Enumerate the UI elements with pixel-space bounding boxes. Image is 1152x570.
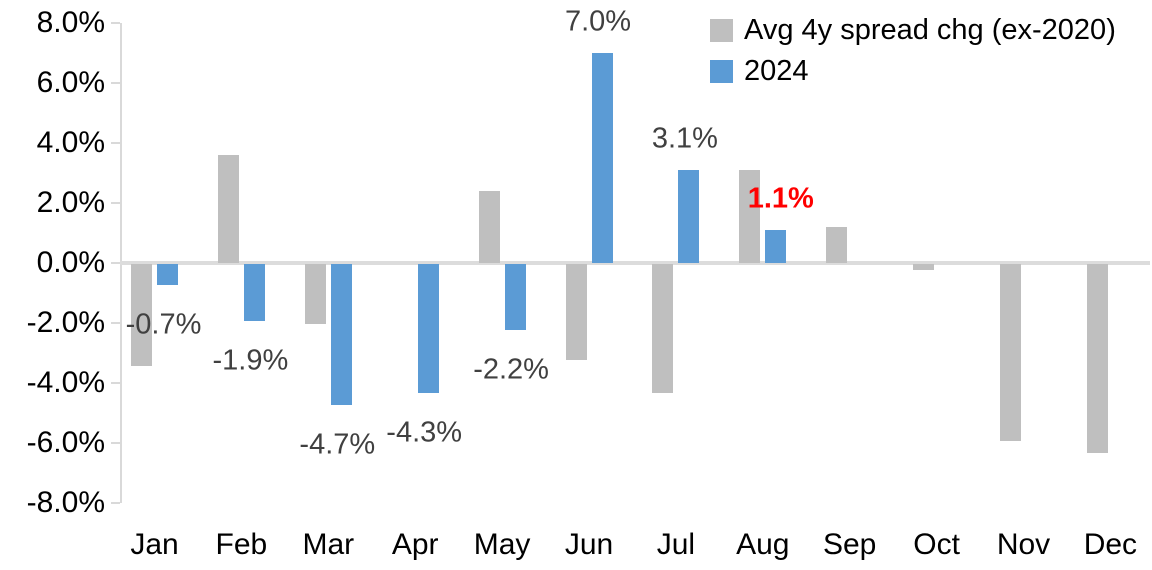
bar-avg-feb bbox=[217, 155, 239, 263]
y-tick-mark bbox=[111, 202, 120, 204]
y-axis-tick-label: 8.0% bbox=[36, 6, 105, 39]
bar-avg-aug bbox=[739, 170, 761, 263]
y-axis-tick-label: 2.0% bbox=[36, 186, 105, 219]
data-label-mar: -4.7% bbox=[299, 428, 376, 461]
x-axis-label-sep: Sep bbox=[822, 528, 877, 561]
y-tick-mark bbox=[111, 502, 120, 504]
bar-2024-jul bbox=[678, 170, 700, 263]
legend-swatch-avg-icon bbox=[710, 18, 733, 42]
legend-item-avg-spread: Avg 4y spread chg (ex-2020) bbox=[710, 14, 1116, 46]
bar-2024-mar bbox=[330, 264, 352, 405]
bar-2024-jan bbox=[157, 264, 178, 285]
y-tick-mark bbox=[111, 442, 120, 444]
y-tick-mark bbox=[111, 82, 120, 84]
y-axis-tick-label: 4.0% bbox=[36, 126, 105, 159]
bar-2024-may bbox=[504, 264, 526, 330]
data-label-aug: 1.1% bbox=[747, 182, 814, 215]
data-label-apr: -4.3% bbox=[386, 416, 463, 449]
data-label-jul: 3.1% bbox=[651, 122, 718, 155]
legend-label-avg-spread: Avg 4y spread chg (ex-2020) bbox=[744, 14, 1116, 46]
x-axis-label-jun: Jun bbox=[564, 528, 614, 561]
y-axis-tick-label: -4.0% bbox=[26, 366, 105, 399]
bar-avg-may bbox=[478, 191, 500, 263]
legend: Avg 4y spread chg (ex-2020) 2024 bbox=[710, 14, 1116, 96]
bar-2024-aug bbox=[765, 230, 787, 263]
bar-2024-feb bbox=[243, 264, 265, 321]
x-axis-label-feb: Feb bbox=[215, 528, 268, 561]
bar-avg-jun bbox=[565, 264, 587, 360]
x-axis-label-jul: Jul bbox=[656, 528, 696, 561]
x-axis-label-aug: Aug bbox=[736, 528, 790, 561]
data-label-may: -2.2% bbox=[473, 353, 549, 386]
bar-avg-mar bbox=[304, 264, 326, 324]
y-axis-tick-label: -2.0% bbox=[26, 306, 105, 339]
data-label-jan: -0.7% bbox=[125, 308, 202, 341]
y-tick-mark bbox=[111, 22, 120, 24]
x-axis-label-mar: Mar bbox=[302, 528, 355, 561]
x-axis-label-apr: Apr bbox=[391, 528, 439, 561]
x-axis-label-oct: Oct bbox=[913, 528, 960, 561]
bar-2024-jun bbox=[591, 53, 613, 263]
bar-avg-nov bbox=[1000, 264, 1021, 441]
legend-swatch-2024-icon bbox=[710, 59, 733, 83]
y-tick-mark bbox=[111, 322, 120, 324]
bar-2024-apr bbox=[417, 264, 439, 393]
legend-item-2024: 2024 bbox=[710, 55, 1116, 87]
legend-label-2024: 2024 bbox=[744, 55, 809, 87]
bar-avg-jul bbox=[652, 264, 674, 393]
y-axis-tick-label: -8.0% bbox=[26, 486, 105, 519]
y-axis-tick-label: -6.0% bbox=[26, 426, 105, 459]
bar-avg-dec bbox=[1086, 264, 1108, 453]
x-axis-label-jan: Jan bbox=[130, 528, 179, 561]
bar-avg-jan bbox=[131, 264, 152, 366]
x-axis-label-dec: Dec bbox=[1083, 528, 1138, 561]
y-tick-mark bbox=[111, 142, 120, 144]
x-axis-label-may: May bbox=[473, 528, 531, 561]
data-label-feb: -1.9% bbox=[212, 344, 289, 377]
y-tick-mark bbox=[111, 382, 120, 384]
y-axis-tick-label: 0.0% bbox=[36, 246, 105, 279]
y-axis-tick-label: 6.0% bbox=[36, 66, 105, 99]
bar-avg-oct bbox=[913, 264, 935, 270]
zero-gridline bbox=[120, 261, 1150, 265]
bar-avg-sep bbox=[826, 227, 848, 263]
y-tick-mark bbox=[111, 262, 120, 264]
data-label-jun: 7.0% bbox=[564, 5, 632, 38]
x-axis-label-nov: Nov bbox=[996, 528, 1051, 561]
